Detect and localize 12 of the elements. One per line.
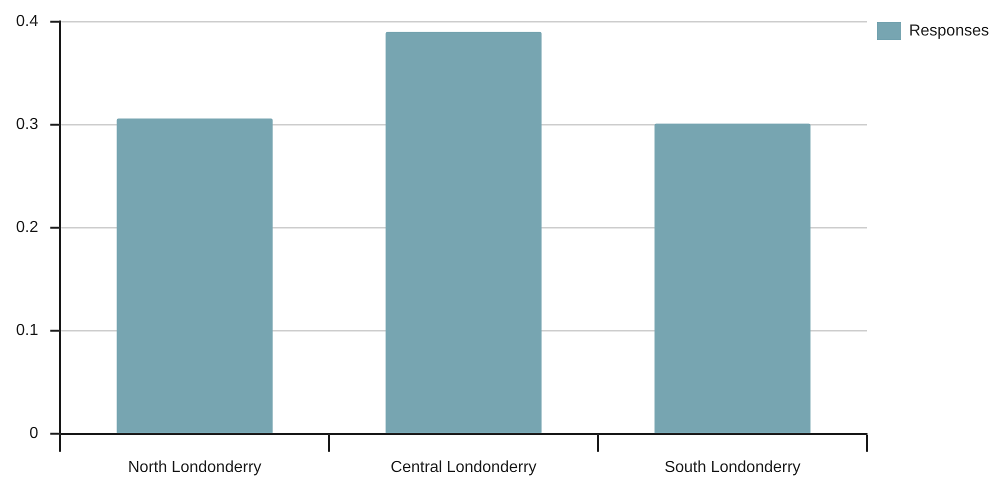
y-tick-label: 0.4 (16, 13, 38, 30)
y-tick-label: 0.3 (16, 116, 38, 134)
bar (654, 124, 810, 434)
x-tick-label: North Londonderry (128, 458, 262, 476)
y-tick-label: 0.1 (16, 322, 38, 340)
x-tick-label: South Londonderry (664, 458, 801, 476)
legend-label: Responses (908, 22, 989, 40)
y-tick-label: 0 (29, 425, 38, 442)
x-tick-label: Central Londonderry (390, 458, 537, 476)
bar (386, 32, 542, 434)
bar (116, 118, 273, 434)
y-tick-label: 0.2 (16, 219, 38, 236)
